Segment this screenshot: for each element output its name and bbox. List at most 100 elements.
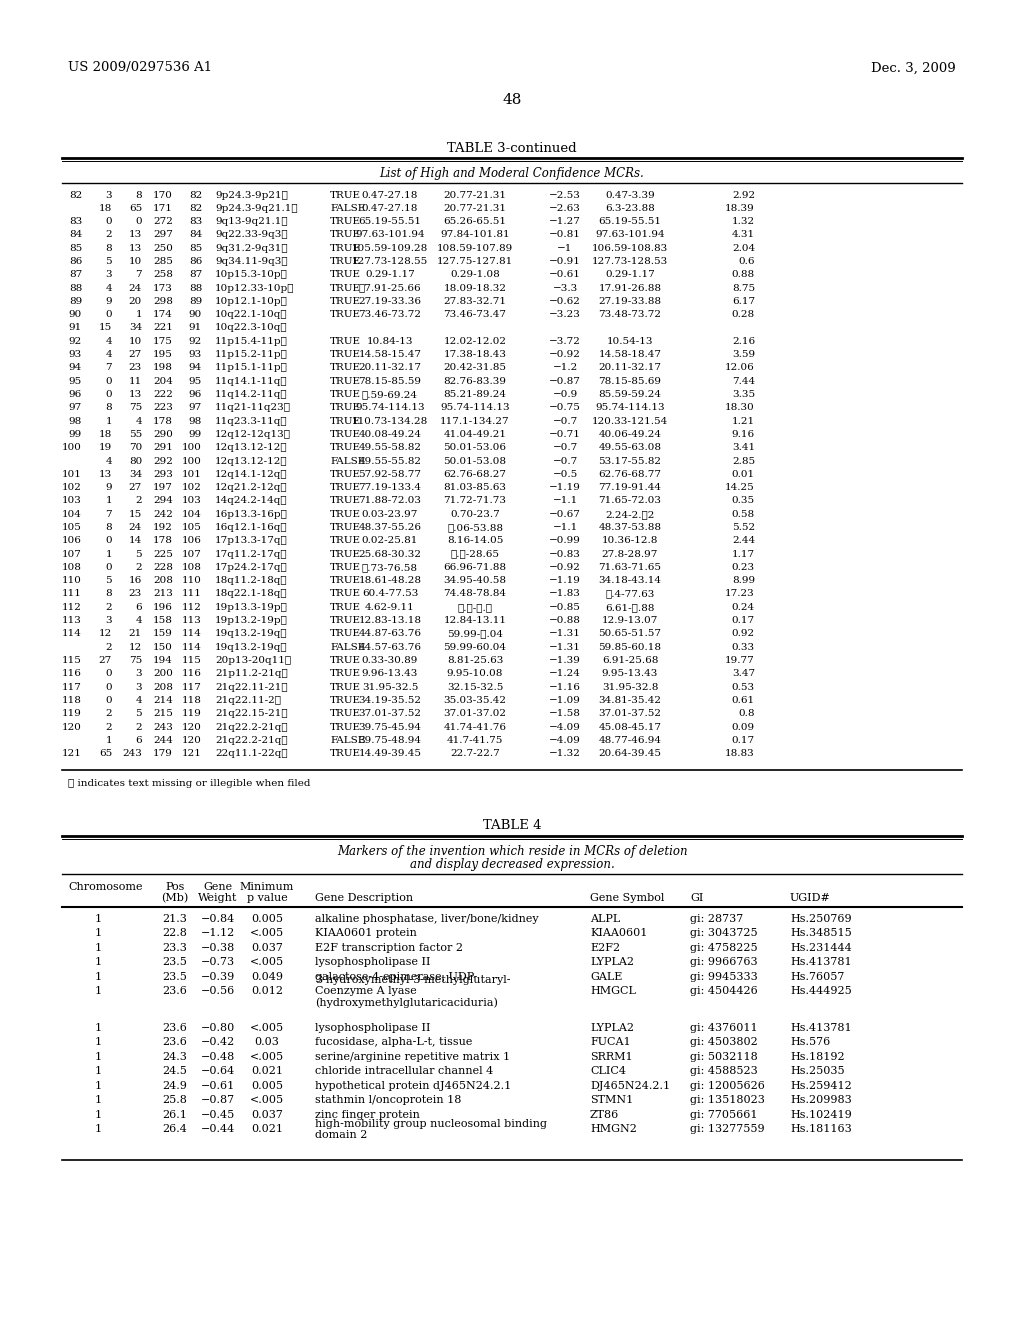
Text: 4: 4 bbox=[105, 350, 112, 359]
Text: 71.65-72.03: 71.65-72.03 bbox=[598, 496, 662, 506]
Text: 40.06-49.24: 40.06-49.24 bbox=[598, 430, 662, 438]
Text: <.005: <.005 bbox=[250, 957, 284, 968]
Text: ⓘ.59-69.24: ⓘ.59-69.24 bbox=[362, 389, 418, 399]
Text: 21q22.15-21ⓘ: 21q22.15-21ⓘ bbox=[215, 709, 288, 718]
Text: 1: 1 bbox=[94, 1038, 101, 1047]
Text: 48.77-46.94: 48.77-46.94 bbox=[598, 735, 662, 744]
Text: 21p11.2-21qⓘ: 21p11.2-21qⓘ bbox=[215, 669, 288, 678]
Text: 35.03-35.42: 35.03-35.42 bbox=[443, 696, 507, 705]
Text: TRUE: TRUE bbox=[330, 577, 361, 585]
Text: 70: 70 bbox=[129, 444, 142, 453]
Text: TRUE: TRUE bbox=[330, 190, 361, 199]
Text: TRUE: TRUE bbox=[330, 709, 361, 718]
Text: 81.03-85.63: 81.03-85.63 bbox=[443, 483, 507, 492]
Text: gi: 4588523: gi: 4588523 bbox=[690, 1067, 758, 1076]
Text: 12q21.2-12qⓘ: 12q21.2-12qⓘ bbox=[215, 483, 288, 492]
Text: −1.31: −1.31 bbox=[549, 643, 581, 652]
Text: −1.32: −1.32 bbox=[549, 750, 581, 758]
Text: 12q14.1-12qⓘ: 12q14.1-12qⓘ bbox=[215, 470, 288, 479]
Text: Hs.413781: Hs.413781 bbox=[790, 957, 852, 968]
Text: 118: 118 bbox=[182, 696, 202, 705]
Text: 294: 294 bbox=[154, 496, 173, 506]
Text: and display decreased expression.: and display decreased expression. bbox=[410, 858, 614, 871]
Text: Hs.18192: Hs.18192 bbox=[790, 1052, 845, 1061]
Text: 13: 13 bbox=[129, 231, 142, 239]
Text: 15: 15 bbox=[98, 323, 112, 333]
Text: 0.005: 0.005 bbox=[251, 913, 283, 924]
Text: 93: 93 bbox=[69, 350, 82, 359]
Text: 8: 8 bbox=[105, 244, 112, 252]
Text: 18.30: 18.30 bbox=[725, 404, 755, 412]
Text: 120.33-121.54: 120.33-121.54 bbox=[592, 417, 668, 425]
Text: 0.01: 0.01 bbox=[732, 470, 755, 479]
Text: TRUE: TRUE bbox=[330, 669, 361, 678]
Text: FALSE: FALSE bbox=[330, 643, 366, 652]
Text: 1.32: 1.32 bbox=[732, 216, 755, 226]
Text: 95.74-114.13: 95.74-114.13 bbox=[355, 404, 425, 412]
Text: 27.8-28.97: 27.8-28.97 bbox=[602, 549, 658, 558]
Text: Hs.231444: Hs.231444 bbox=[790, 942, 852, 953]
Text: 12: 12 bbox=[129, 643, 142, 652]
Text: 118: 118 bbox=[62, 696, 82, 705]
Text: stathmin l/oncoprotein 18: stathmin l/oncoprotein 18 bbox=[315, 1096, 462, 1105]
Text: 272: 272 bbox=[154, 216, 173, 226]
Text: 225: 225 bbox=[154, 549, 173, 558]
Text: 121: 121 bbox=[62, 750, 82, 758]
Text: 96: 96 bbox=[188, 389, 202, 399]
Text: 1: 1 bbox=[105, 417, 112, 425]
Text: 3: 3 bbox=[105, 616, 112, 626]
Text: 171: 171 bbox=[154, 203, 173, 213]
Text: 0.02-25.81: 0.02-25.81 bbox=[361, 536, 418, 545]
Text: 10p12.33-10pⓘ: 10p12.33-10pⓘ bbox=[215, 284, 295, 293]
Text: 24.5: 24.5 bbox=[163, 1067, 187, 1076]
Text: −0.7: −0.7 bbox=[552, 417, 578, 425]
Text: 192: 192 bbox=[154, 523, 173, 532]
Text: −2.53: −2.53 bbox=[549, 190, 581, 199]
Text: −4.09: −4.09 bbox=[549, 735, 581, 744]
Text: 97: 97 bbox=[69, 404, 82, 412]
Text: 22.8: 22.8 bbox=[163, 928, 187, 939]
Text: 4: 4 bbox=[105, 284, 112, 293]
Text: 158: 158 bbox=[154, 616, 173, 626]
Text: 258: 258 bbox=[154, 271, 173, 280]
Text: 13: 13 bbox=[129, 244, 142, 252]
Text: 49.55-63.08: 49.55-63.08 bbox=[598, 444, 662, 453]
Text: 23.6: 23.6 bbox=[163, 986, 187, 997]
Text: −0.7: −0.7 bbox=[552, 457, 578, 466]
Text: 17.91-26.88: 17.91-26.88 bbox=[598, 284, 662, 293]
Text: −0.39: −0.39 bbox=[201, 972, 236, 982]
Text: 111: 111 bbox=[182, 590, 202, 598]
Text: 31.95-32.8: 31.95-32.8 bbox=[602, 682, 658, 692]
Text: UGID#: UGID# bbox=[790, 892, 830, 903]
Text: gi: 13277559: gi: 13277559 bbox=[690, 1125, 765, 1134]
Text: 21q22.2-21qⓘ: 21q22.2-21qⓘ bbox=[215, 722, 288, 731]
Text: gi: 4758225: gi: 4758225 bbox=[690, 942, 758, 953]
Text: 24: 24 bbox=[129, 523, 142, 532]
Text: −0.61: −0.61 bbox=[549, 271, 581, 280]
Text: KIAA0601: KIAA0601 bbox=[590, 928, 647, 939]
Text: −0.42: −0.42 bbox=[201, 1038, 236, 1047]
Text: 2.24-2.ⓘ2: 2.24-2.ⓘ2 bbox=[605, 510, 654, 519]
Text: 65.19-55.51: 65.19-55.51 bbox=[358, 216, 422, 226]
Text: <.005: <.005 bbox=[250, 928, 284, 939]
Text: 98: 98 bbox=[69, 417, 82, 425]
Text: 4.31: 4.31 bbox=[732, 231, 755, 239]
Text: −0.80: −0.80 bbox=[201, 1023, 236, 1034]
Text: 11q14.1-11qⓘ: 11q14.1-11qⓘ bbox=[215, 376, 288, 385]
Text: 95.74-114.13: 95.74-114.13 bbox=[440, 404, 510, 412]
Text: 9q13-9q21.1ⓘ: 9q13-9q21.1ⓘ bbox=[215, 216, 288, 226]
Text: −3.3: −3.3 bbox=[552, 284, 578, 293]
Text: 94: 94 bbox=[188, 363, 202, 372]
Text: 2: 2 bbox=[135, 496, 142, 506]
Text: 250: 250 bbox=[154, 244, 173, 252]
Text: 0.8: 0.8 bbox=[738, 709, 755, 718]
Text: 89: 89 bbox=[69, 297, 82, 306]
Text: 95: 95 bbox=[69, 376, 82, 385]
Text: 19q13.2-19qⓘ: 19q13.2-19qⓘ bbox=[215, 630, 288, 639]
Text: E2F transcription factor 2: E2F transcription factor 2 bbox=[315, 942, 463, 953]
Text: 77.19-91.44: 77.19-91.44 bbox=[598, 483, 662, 492]
Text: 92: 92 bbox=[69, 337, 82, 346]
Text: 4: 4 bbox=[135, 417, 142, 425]
Text: 19.77: 19.77 bbox=[725, 656, 755, 665]
Text: 117: 117 bbox=[182, 682, 202, 692]
